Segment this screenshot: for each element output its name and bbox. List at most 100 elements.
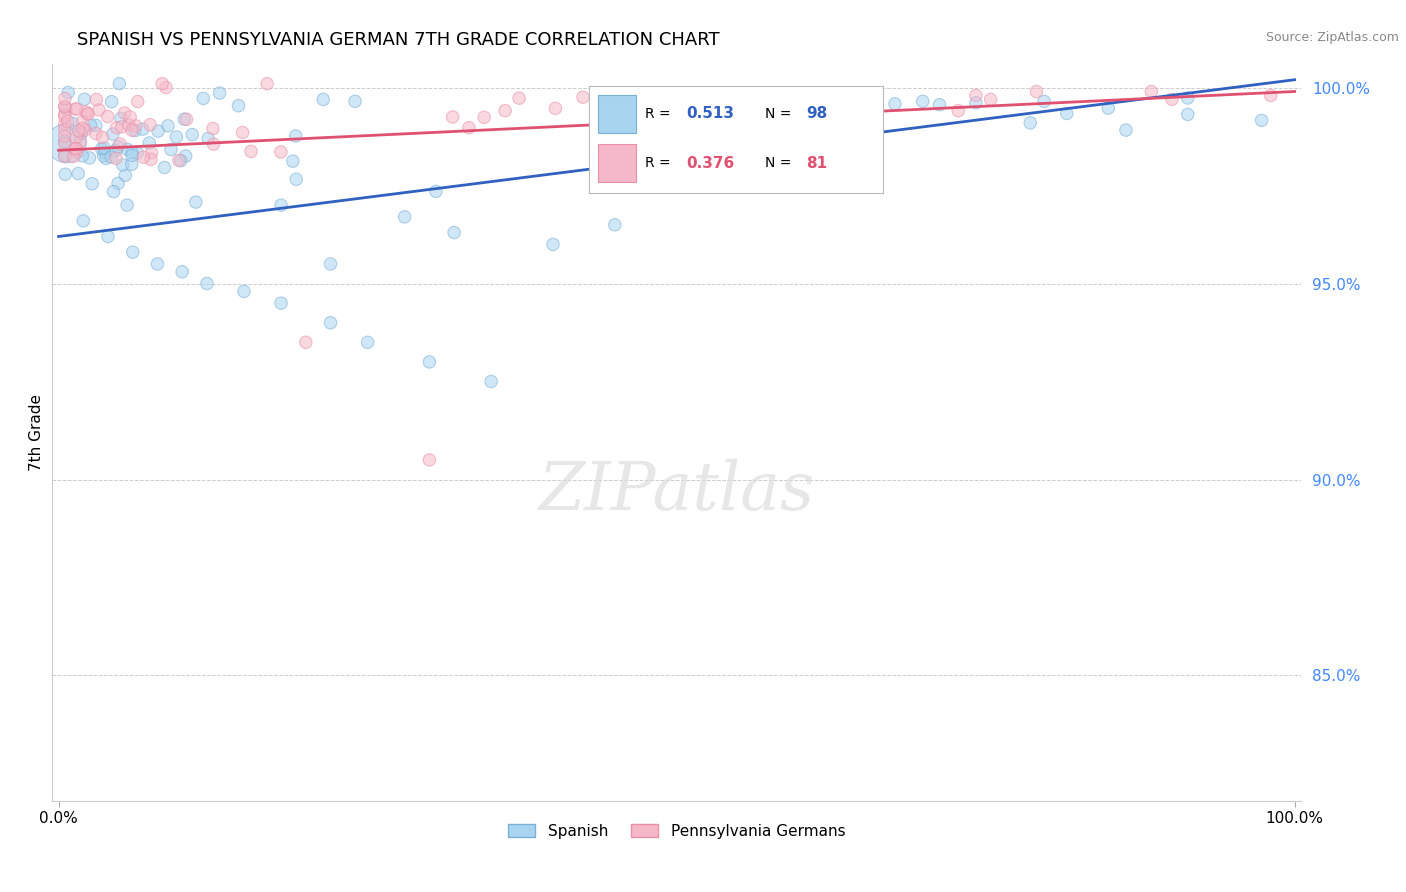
Point: [73, 92, 96, 106]
Point: [53, 117, 76, 131]
Point: [93, 145, 115, 160]
Point: [312, 92, 335, 106]
Point: [344, 95, 367, 109]
Point: [804, 120, 827, 135]
Point: [176, 112, 198, 127]
Point: [1177, 107, 1199, 121]
Point: [53, 135, 76, 149]
Point: [197, 131, 219, 145]
Point: [105, 120, 128, 135]
Point: [228, 98, 250, 112]
Point: [110, 112, 132, 126]
Point: [97, 229, 120, 244]
Point: [111, 120, 134, 134]
Point: [1140, 85, 1163, 99]
Point: [638, 95, 661, 110]
Point: [121, 123, 143, 137]
Point: [839, 126, 862, 140]
Point: [441, 110, 464, 124]
Y-axis label: 7th Grade: 7th Grade: [30, 394, 44, 471]
Point: [56, 86, 79, 100]
Point: [84, 127, 107, 141]
Point: [69, 135, 91, 149]
Point: [111, 158, 134, 172]
Point: [53, 91, 76, 105]
Point: [740, 99, 762, 113]
Point: [911, 95, 934, 109]
Point: [67, 166, 90, 180]
Point: [139, 153, 162, 167]
Point: [418, 355, 440, 369]
Point: [65, 102, 87, 116]
Point: [107, 177, 129, 191]
Point: [132, 150, 155, 164]
Legend: Spanish, Pennsylvania Germans: Spanish, Pennsylvania Germans: [502, 818, 852, 845]
Point: [1025, 85, 1047, 99]
Point: [114, 106, 136, 120]
Point: [53, 149, 76, 163]
Point: [103, 185, 125, 199]
Point: [84, 119, 107, 133]
Point: [603, 218, 626, 232]
Point: [100, 95, 122, 109]
Point: [626, 117, 648, 131]
Point: [120, 110, 142, 124]
Point: [55, 102, 77, 116]
Point: [472, 111, 495, 125]
Point: [65, 141, 87, 155]
Point: [53, 129, 76, 144]
Point: [1056, 106, 1078, 120]
Point: [948, 103, 970, 118]
Point: [131, 122, 153, 136]
Point: [124, 119, 146, 133]
Point: [53, 110, 76, 124]
Point: [1260, 88, 1282, 103]
Text: Source: ZipAtlas.com: Source: ZipAtlas.com: [1265, 31, 1399, 45]
Point: [121, 148, 143, 162]
Point: [572, 90, 595, 104]
Point: [884, 96, 907, 111]
Point: [270, 296, 292, 310]
Point: [100, 150, 122, 164]
Point: [818, 95, 841, 110]
Point: [107, 140, 129, 154]
Point: [65, 102, 87, 116]
Point: [75, 104, 97, 119]
Point: [94, 152, 117, 166]
Point: [425, 185, 447, 199]
Point: [479, 375, 502, 389]
Point: [138, 136, 160, 150]
Point: [233, 285, 256, 299]
Point: [93, 141, 115, 155]
Point: [67, 124, 90, 138]
Point: [240, 145, 263, 159]
Point: [93, 149, 115, 163]
Point: [86, 93, 108, 107]
Point: [458, 120, 481, 135]
Point: [121, 145, 143, 160]
Point: [173, 112, 195, 127]
Point: [53, 99, 76, 113]
Point: [1177, 91, 1199, 105]
Point: [810, 121, 832, 136]
Point: [62, 149, 84, 163]
Point: [104, 151, 127, 165]
Point: [1250, 113, 1272, 128]
Point: [494, 103, 516, 118]
Point: [319, 316, 342, 330]
Point: [508, 91, 530, 105]
Point: [53, 100, 76, 114]
Point: [72, 214, 94, 228]
Point: [53, 107, 76, 121]
Point: [108, 77, 131, 91]
Point: [208, 86, 231, 100]
Point: [820, 122, 842, 136]
Point: [53, 122, 76, 136]
Point: [66, 145, 89, 159]
Point: [170, 153, 193, 168]
Point: [90, 142, 112, 156]
Point: [53, 167, 76, 181]
Point: [1019, 116, 1042, 130]
Point: [79, 118, 101, 132]
Point: [813, 113, 835, 128]
